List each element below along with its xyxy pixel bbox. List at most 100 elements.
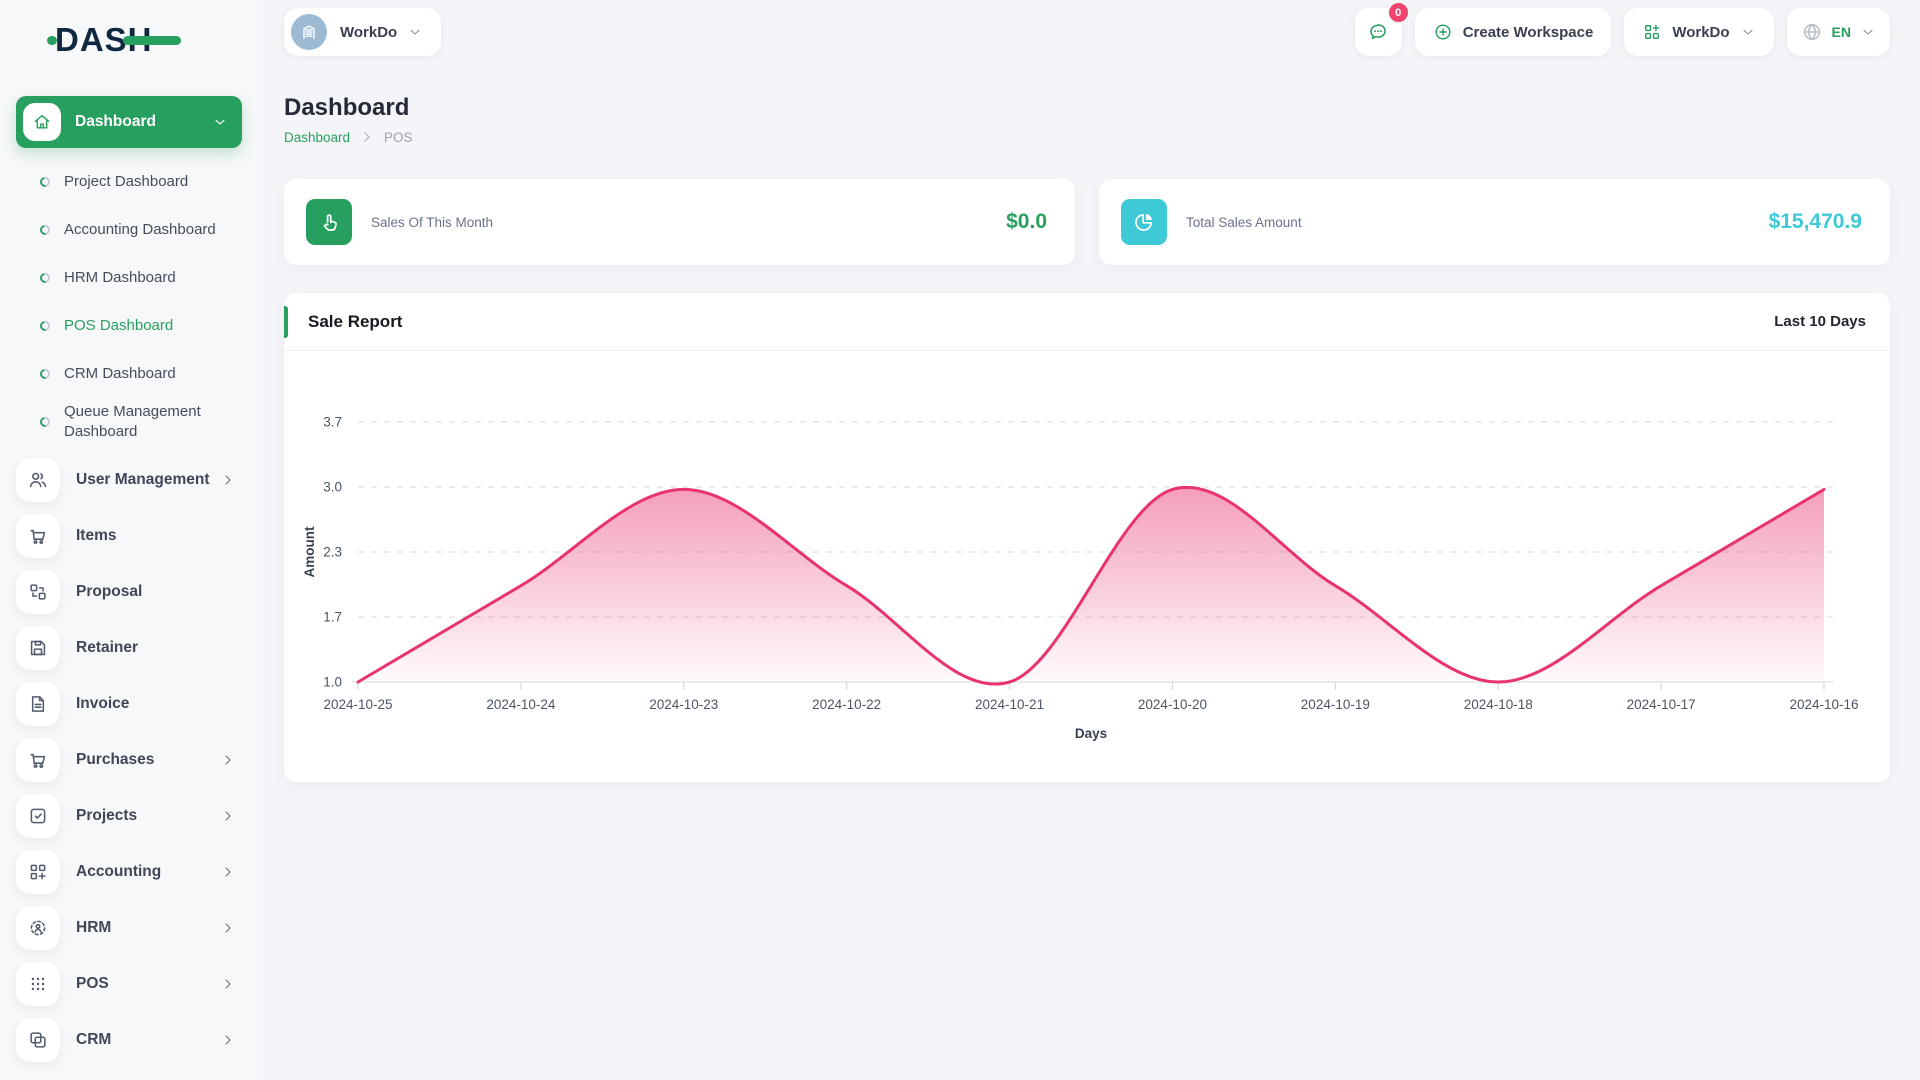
- globe-icon: [1801, 21, 1823, 43]
- language-selector[interactable]: EN: [1786, 8, 1890, 56]
- sidebar-subitem-project-dashboard[interactable]: Project Dashboard: [0, 158, 258, 206]
- sidebar-item-user-management[interactable]: User Management: [0, 452, 258, 508]
- logo-dot-accent: [47, 36, 57, 45]
- sidebar-item-purchases[interactable]: Purchases: [0, 732, 258, 788]
- chevron-right-icon: [220, 1032, 236, 1048]
- sidebar-subitem-accounting-dashboard[interactable]: Accounting Dashboard: [0, 206, 258, 254]
- sidebar-item-label: Retainer: [76, 639, 139, 656]
- svg-text:2024-10-20: 2024-10-20: [1138, 697, 1207, 712]
- sidebar-item-proposal[interactable]: Proposal: [0, 564, 258, 620]
- pie-chart-icon: [1121, 199, 1167, 245]
- tap-icon: [306, 199, 352, 245]
- sidebar-subitem-label: POS Dashboard: [64, 317, 174, 335]
- hrm-icon: [16, 906, 60, 950]
- chevron-right-icon: [220, 808, 236, 824]
- cart-icon: [16, 738, 60, 782]
- messages-button[interactable]: 0: [1354, 1, 1410, 56]
- sidebar-group-label: Dashboard: [75, 113, 156, 130]
- logo-dash-accent: [122, 36, 181, 45]
- language-code: EN: [1831, 24, 1851, 40]
- create-workspace-label: Create Workspace: [1462, 23, 1594, 41]
- sale-report-period: Last 10 Days: [1774, 313, 1866, 330]
- chevron-right-icon: [220, 920, 236, 936]
- chevron-right-icon: [220, 864, 236, 880]
- chevron-down-icon: [1740, 24, 1756, 40]
- sidebar-item-retainer[interactable]: Retainer: [0, 620, 258, 676]
- topbar-actions: 0 Create Workspace WorkDo EN: [1354, 1, 1890, 56]
- breadcrumb-current: POS: [384, 129, 413, 145]
- sidebar-item-invoice[interactable]: Invoice: [0, 676, 258, 732]
- stats-row: Sales Of This Month $0.0 Total Sales Amo…: [284, 179, 1890, 265]
- invoice-icon: [16, 682, 60, 726]
- sidebar-item-label: Proposal: [76, 583, 143, 600]
- cart-icon: [16, 514, 60, 558]
- sidebar-main-items: User Management Items Proposal Retainer Invo…: [0, 452, 258, 1068]
- svg-text:2024-10-23: 2024-10-23: [649, 697, 718, 712]
- sidebar-group-dashboard[interactable]: Dashboard: [16, 96, 242, 148]
- sidebar-subitem-hrm-dashboard[interactable]: HRM Dashboard: [0, 254, 258, 302]
- workspace-switcher[interactable]: WorkDo: [284, 8, 442, 56]
- svg-text:2024-10-19: 2024-10-19: [1301, 697, 1370, 712]
- stat-value: $0.0: [1006, 210, 1047, 233]
- sidebar-subitem-label: HRM Dashboard: [64, 269, 176, 287]
- page-title: Dashboard: [284, 94, 410, 121]
- sale-report-title: Sale Report: [308, 311, 403, 331]
- chevron-right-icon: [220, 472, 236, 488]
- sidebar-item-label: User Management: [76, 471, 210, 488]
- sidebar-item-label: CRM: [76, 1031, 112, 1048]
- workspace-name: WorkDo: [340, 23, 398, 41]
- grid-plus-icon: [1642, 22, 1662, 42]
- svg-text:3.7: 3.7: [323, 415, 342, 430]
- sidebar-item-items[interactable]: Items: [0, 508, 258, 564]
- sidebar-item-accounting[interactable]: Accounting: [0, 844, 258, 900]
- sidebar-subitem-crm-dashboard[interactable]: CRM Dashboard: [0, 350, 258, 398]
- stat-label: Sales Of This Month: [371, 214, 494, 230]
- sidebar-item-label: Accounting: [76, 863, 162, 880]
- sidebar-item-projects[interactable]: Projects: [0, 788, 258, 844]
- sidebar-subitem-label: Project Dashboard: [64, 173, 189, 191]
- proposal-icon: [16, 570, 60, 614]
- sidebar-subitem-queue-management-dashboard[interactable]: Queue Management Dashboard: [0, 398, 258, 446]
- svg-text:2024-10-18: 2024-10-18: [1464, 697, 1533, 712]
- create-workspace-button[interactable]: Create Workspace: [1414, 8, 1612, 56]
- breadcrumb-dashboard-link[interactable]: Dashboard: [284, 129, 351, 145]
- svg-text:Amount: Amount: [302, 526, 317, 577]
- sidebar-nav: Dashboard Project Dashboard Accounting Da…: [0, 88, 258, 1068]
- svg-text:2024-10-17: 2024-10-17: [1627, 697, 1696, 712]
- sidebar-item-pos[interactable]: POS: [0, 956, 258, 1012]
- status-ring-icon: [38, 223, 52, 237]
- svg-text:2024-10-25: 2024-10-25: [323, 697, 392, 712]
- dash-logo[interactable]: DASH: [47, 20, 181, 60]
- workdo-menu-button[interactable]: WorkDo: [1624, 8, 1774, 56]
- status-ring-icon: [38, 271, 52, 285]
- projects-icon: [16, 794, 60, 838]
- status-ring-icon: [38, 175, 52, 189]
- stat-card-sales-month: Sales Of This Month $0.0: [284, 179, 1075, 265]
- svg-text:1.7: 1.7: [323, 610, 342, 625]
- workspace-avatar-building-icon: [291, 14, 327, 50]
- crm-icon: [16, 1018, 60, 1062]
- sidebar-subitem-pos-dashboard[interactable]: POS Dashboard: [0, 302, 258, 350]
- svg-text:2.3: 2.3: [323, 545, 342, 560]
- sidebar-item-label: Purchases: [76, 751, 155, 768]
- chevron-down-icon: [212, 114, 228, 130]
- sale-report-chart: 1.0 1.7 2.3 3.0 3.7 2024-10-25 2024-10-24 2024-…: [284, 351, 1890, 782]
- sidebar-item-hrm[interactable]: HRM: [0, 900, 258, 956]
- svg-text:1.0: 1.0: [323, 675, 342, 690]
- accounting-icon: [16, 850, 60, 894]
- sidebar-item-label: HRM: [76, 919, 112, 936]
- chevron-right-icon: [220, 752, 236, 768]
- status-ring-icon: [38, 367, 52, 381]
- sidebar-item-label: Items: [76, 527, 117, 544]
- chevron-right-icon: [359, 129, 375, 145]
- dashboard-sub-items: Project Dashboard Accounting Dashboard HRM…: [0, 158, 258, 446]
- retainer-icon: [16, 626, 60, 670]
- svg-text:2024-10-21: 2024-10-21: [975, 697, 1044, 712]
- svg-text:Days: Days: [1075, 726, 1107, 741]
- area-chart: 1.0 1.7 2.3 3.0 3.7 2024-10-25 2024-10-24 2024-…: [302, 415, 1859, 742]
- sale-report-card: Sale Report Last 10 Days 1.0 1.7 2.3 3.0 3.7…: [284, 293, 1890, 782]
- sidebar-item-crm[interactable]: CRM: [0, 1012, 258, 1068]
- sidebar-subitem-label: CRM Dashboard: [64, 365, 176, 383]
- chevron-down-icon: [1860, 24, 1876, 40]
- sidebar-subitem-label: Accounting Dashboard: [64, 221, 216, 239]
